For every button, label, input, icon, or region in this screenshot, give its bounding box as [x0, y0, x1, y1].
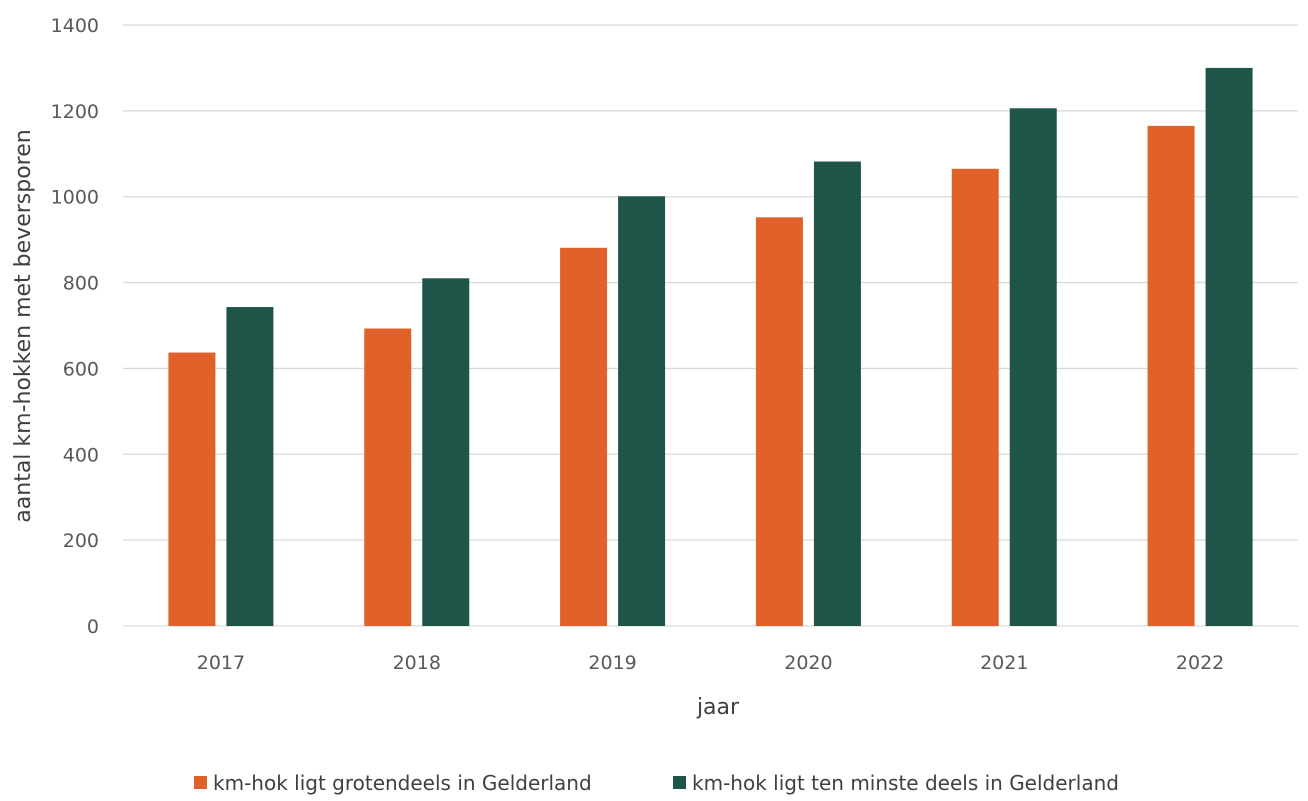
y-axis-tick-labels: 0 200 400 600 800 1000 1200 1400	[51, 15, 99, 638]
bar-2021-series-0	[951, 168, 999, 626]
legend-item-grotendeels: km-hok ligt grotendeels in Gelderland	[194, 771, 592, 795]
x-tick-label: 2019	[588, 652, 636, 674]
x-tick-label: 2020	[784, 652, 832, 674]
legend-label-grotendeels: km-hok ligt grotendeels in Gelderland	[213, 771, 592, 795]
bar-2020-series-1	[813, 161, 861, 626]
legend-swatch-grotendeels	[194, 776, 207, 789]
x-tick-label: 2017	[197, 652, 245, 674]
bar-2022-series-0	[1147, 125, 1195, 626]
legend-swatch-ten-minste-deels	[673, 776, 686, 789]
bar-2019-series-1	[618, 196, 666, 626]
y-axis-title: aantal km-hokken met beversporen	[11, 129, 36, 522]
y-tick-label: 1000	[51, 187, 99, 209]
gridlines	[123, 24, 1298, 627]
x-tick-label: 2021	[980, 652, 1028, 674]
y-tick-label: 200	[63, 530, 99, 552]
legend-label-ten-minste-deels: km-hok ligt ten minste deels in Gelderla…	[692, 771, 1119, 795]
y-tick-label: 600	[63, 358, 99, 380]
y-tick-label: 400	[63, 444, 99, 466]
bar-2019-series-0	[560, 247, 608, 626]
legend-item-ten-minste-deels: km-hok ligt ten minste deels in Gelderla…	[673, 771, 1119, 795]
legend: km-hok ligt grotendeels in Gelderland km…	[194, 771, 1119, 795]
x-tick-label: 2022	[1176, 652, 1224, 674]
bar-2017-series-0	[168, 352, 216, 626]
y-tick-label: 0	[87, 616, 99, 638]
x-tick-label: 2018	[393, 652, 441, 674]
y-tick-label: 1400	[51, 15, 99, 37]
x-axis-title: jaar	[696, 695, 740, 720]
bar-2022-series-1	[1205, 67, 1253, 626]
bar-2020-series-0	[755, 217, 803, 626]
x-axis-tick-labels: 2017 2018 2019 2020 2021 2022	[197, 652, 1225, 674]
bar-2021-series-1	[1009, 108, 1057, 626]
y-tick-label: 800	[63, 273, 99, 295]
bar-2018-series-0	[364, 328, 412, 626]
bar-2018-series-1	[422, 278, 470, 626]
bar-2017-series-1	[226, 307, 274, 626]
y-tick-label: 1200	[51, 101, 99, 123]
bars	[168, 67, 1253, 626]
